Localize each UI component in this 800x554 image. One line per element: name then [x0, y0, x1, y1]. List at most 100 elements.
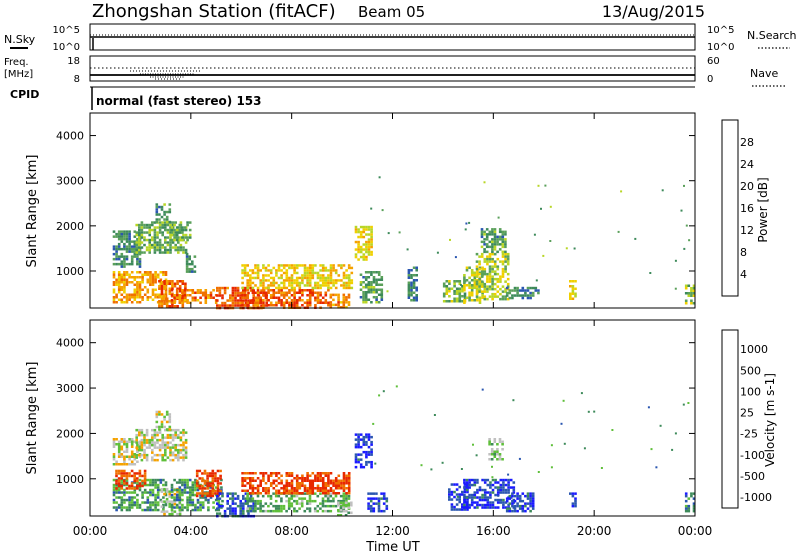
- y-tick-label: 2000: [56, 427, 84, 440]
- data-cell: [207, 296, 210, 299]
- data-cell: [229, 507, 232, 510]
- data-cell: [135, 243, 138, 247]
- data-cell: [364, 278, 368, 281]
- data-cell: [130, 440, 134, 443]
- data-cell: [488, 245, 492, 249]
- data-cell: [372, 492, 376, 495]
- data-cell: [267, 487, 270, 490]
- data-cell: [480, 272, 484, 276]
- data-cell: [359, 233, 363, 236]
- data-cell: [123, 242, 126, 246]
- data-cell: [146, 496, 150, 499]
- data-cell: [295, 484, 299, 487]
- data-cell: [501, 245, 505, 249]
- data-cell: [208, 474, 212, 478]
- data-cell: [141, 298, 144, 301]
- data-cell: [191, 289, 195, 292]
- data-cell: [140, 446, 144, 449]
- data-cell: [175, 296, 179, 299]
- power-colorbar-label: Power [dB]: [756, 177, 770, 242]
- data-cell: [340, 484, 343, 487]
- data-cell: [155, 220, 159, 224]
- data-cell: [334, 494, 338, 498]
- data-cell: [290, 472, 294, 475]
- data-cell: [153, 243, 157, 247]
- data-cell: [550, 444, 553, 447]
- data-cell: [130, 487, 134, 490]
- data-cell: [301, 479, 304, 482]
- data-cell: [329, 482, 333, 485]
- data-cell: [133, 477, 136, 480]
- data-cell: [174, 436, 177, 439]
- data-cell: [154, 501, 157, 504]
- data-cell: [112, 283, 116, 286]
- data-cell: [112, 453, 116, 456]
- data-cell: [362, 228, 366, 231]
- data-cell: [468, 286, 471, 289]
- data-cell: [165, 510, 169, 513]
- data-cell: [342, 276, 346, 280]
- data-cell: [179, 236, 183, 239]
- data-cell: [123, 278, 126, 281]
- data-cell: [201, 487, 204, 490]
- colorbar-tick-label: 12: [740, 224, 754, 237]
- data-cell: [529, 502, 532, 505]
- data-cell: [354, 230, 358, 234]
- data-cell: [410, 274, 413, 277]
- data-cell: [125, 450, 129, 453]
- data-cell: [175, 226, 179, 229]
- data-cell: [195, 479, 199, 483]
- data-cell: [166, 223, 170, 227]
- data-cell: [280, 474, 283, 477]
- data-cell: [280, 497, 283, 500]
- data-cell: [488, 458, 491, 461]
- data-cell: [140, 431, 144, 434]
- data-cell: [181, 503, 184, 507]
- data-cell: [244, 497, 248, 500]
- data-cell: [308, 479, 312, 482]
- data-cell: [159, 296, 163, 299]
- data-cell: [223, 512, 227, 515]
- data-cell: [359, 445, 363, 449]
- data-cell: [442, 292, 446, 295]
- data-cell: [138, 443, 142, 446]
- data-cell: [516, 291, 519, 295]
- data-cell: [290, 484, 294, 487]
- data-cell: [194, 483, 197, 487]
- data-cell: [574, 292, 577, 295]
- data-cell: [324, 499, 327, 503]
- data-cell: [488, 453, 491, 456]
- data-cell: [161, 251, 164, 254]
- data-cell: [216, 494, 219, 498]
- data-cell: [377, 502, 381, 505]
- data-cell: [483, 248, 486, 251]
- data-cell: [483, 481, 487, 484]
- data-cell: [544, 184, 547, 187]
- data-cell: [183, 296, 187, 299]
- data-cell: [473, 276, 477, 279]
- data-cell: [173, 223, 176, 227]
- data-cell: [410, 276, 413, 279]
- data-cell: [254, 301, 257, 304]
- data-cell: [267, 286, 270, 290]
- data-cell: [415, 296, 418, 299]
- data-cell: [375, 291, 378, 294]
- data-cell: [365, 245, 368, 249]
- data-cell: [221, 294, 224, 297]
- data-cell: [252, 304, 255, 307]
- data-cell: [145, 428, 149, 432]
- data-cell: [138, 262, 142, 266]
- station-title: Zhongshan Station (fitACF): [92, 1, 336, 22]
- data-cell: [382, 502, 386, 505]
- data-cell: [460, 468, 463, 470]
- data-cell: [143, 243, 146, 247]
- data-cell: [154, 508, 157, 512]
- data-cell: [246, 281, 249, 285]
- data-cell: [262, 266, 265, 270]
- data-cell: [504, 245, 507, 249]
- data-cell: [145, 223, 149, 227]
- data-cell: [115, 252, 118, 256]
- data-cell: [473, 496, 477, 499]
- data-cell: [574, 502, 577, 505]
